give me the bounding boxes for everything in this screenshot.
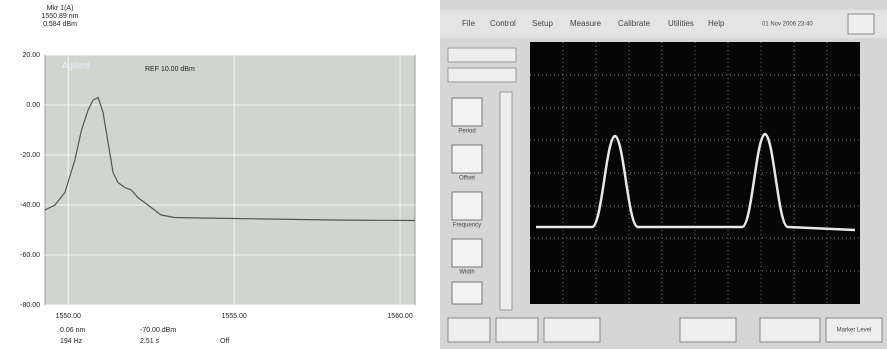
- menu-item[interactable]: Measure: [570, 19, 602, 28]
- button-label: Marker Level: [837, 328, 872, 334]
- button-label: Period: [458, 129, 475, 135]
- y-tick-label: -60.00: [20, 252, 40, 259]
- button[interactable]: [452, 145, 482, 173]
- footer-text: 2.51 s: [140, 338, 160, 345]
- spectrum-panel: Mkr 1(A) 1550.89 nm 0.584 dBm Agilent RE…: [20, 5, 415, 345]
- button-label: Offset: [459, 176, 475, 182]
- x-tick-label: 1560.00: [387, 313, 412, 320]
- button[interactable]: [452, 192, 482, 220]
- menu-item[interactable]: Calibrate: [618, 19, 651, 28]
- menu-item[interactable]: Utilities: [668, 19, 694, 28]
- marker-power: 0.584 dBm: [43, 21, 77, 28]
- button-label: Width: [459, 270, 474, 276]
- button[interactable]: [452, 239, 482, 267]
- button[interactable]: [452, 98, 482, 126]
- menu-item[interactable]: Control: [490, 19, 516, 28]
- button[interactable]: [448, 318, 490, 342]
- menu-item[interactable]: File: [462, 19, 475, 28]
- footer-text: Off: [220, 338, 229, 345]
- button[interactable]: [760, 318, 820, 342]
- footer-text: 0.06 nm: [60, 327, 85, 334]
- x-tick-label: 1550.00: [56, 313, 81, 320]
- footer-text: 194 Hz: [60, 338, 83, 345]
- button[interactable]: [452, 282, 482, 304]
- x-tick-label: 1555.00: [221, 313, 246, 320]
- oscilloscope-panel: File Control Setup Measure Calibrate Uti…: [440, 0, 887, 349]
- scrollbar[interactable]: [500, 92, 512, 310]
- window-button[interactable]: [848, 14, 874, 34]
- y-tick-label: -40.00: [20, 202, 40, 209]
- menu-item[interactable]: Help: [708, 19, 725, 28]
- dropdown[interactable]: [448, 48, 516, 62]
- y-tick-label: 0.00: [26, 102, 40, 109]
- date: 01 Nov 2006 23:40: [762, 22, 813, 28]
- y-tick-label: 20.00: [22, 52, 40, 59]
- plot-area: [45, 55, 415, 305]
- y-tick-label: -80.00: [20, 302, 40, 309]
- marker-wavelength: 1550.89 nm: [42, 13, 79, 20]
- marker-label: Mkr 1(A): [47, 5, 74, 12]
- brand: Agilent: [62, 60, 90, 70]
- page: Mkr 1(A) 1550.89 nm 0.584 dBm Agilent RE…: [0, 0, 887, 349]
- y-tick-label: -20.00: [20, 152, 40, 159]
- button-label: Frequency: [453, 223, 481, 229]
- button[interactable]: [496, 318, 538, 342]
- button[interactable]: [544, 318, 600, 342]
- button[interactable]: [680, 318, 736, 342]
- reference: REF 10.00 dBm: [145, 66, 195, 73]
- menu-item[interactable]: Setup: [532, 19, 553, 28]
- footer-text: -70.00 dBm: [140, 327, 176, 334]
- dropdown[interactable]: [448, 68, 516, 82]
